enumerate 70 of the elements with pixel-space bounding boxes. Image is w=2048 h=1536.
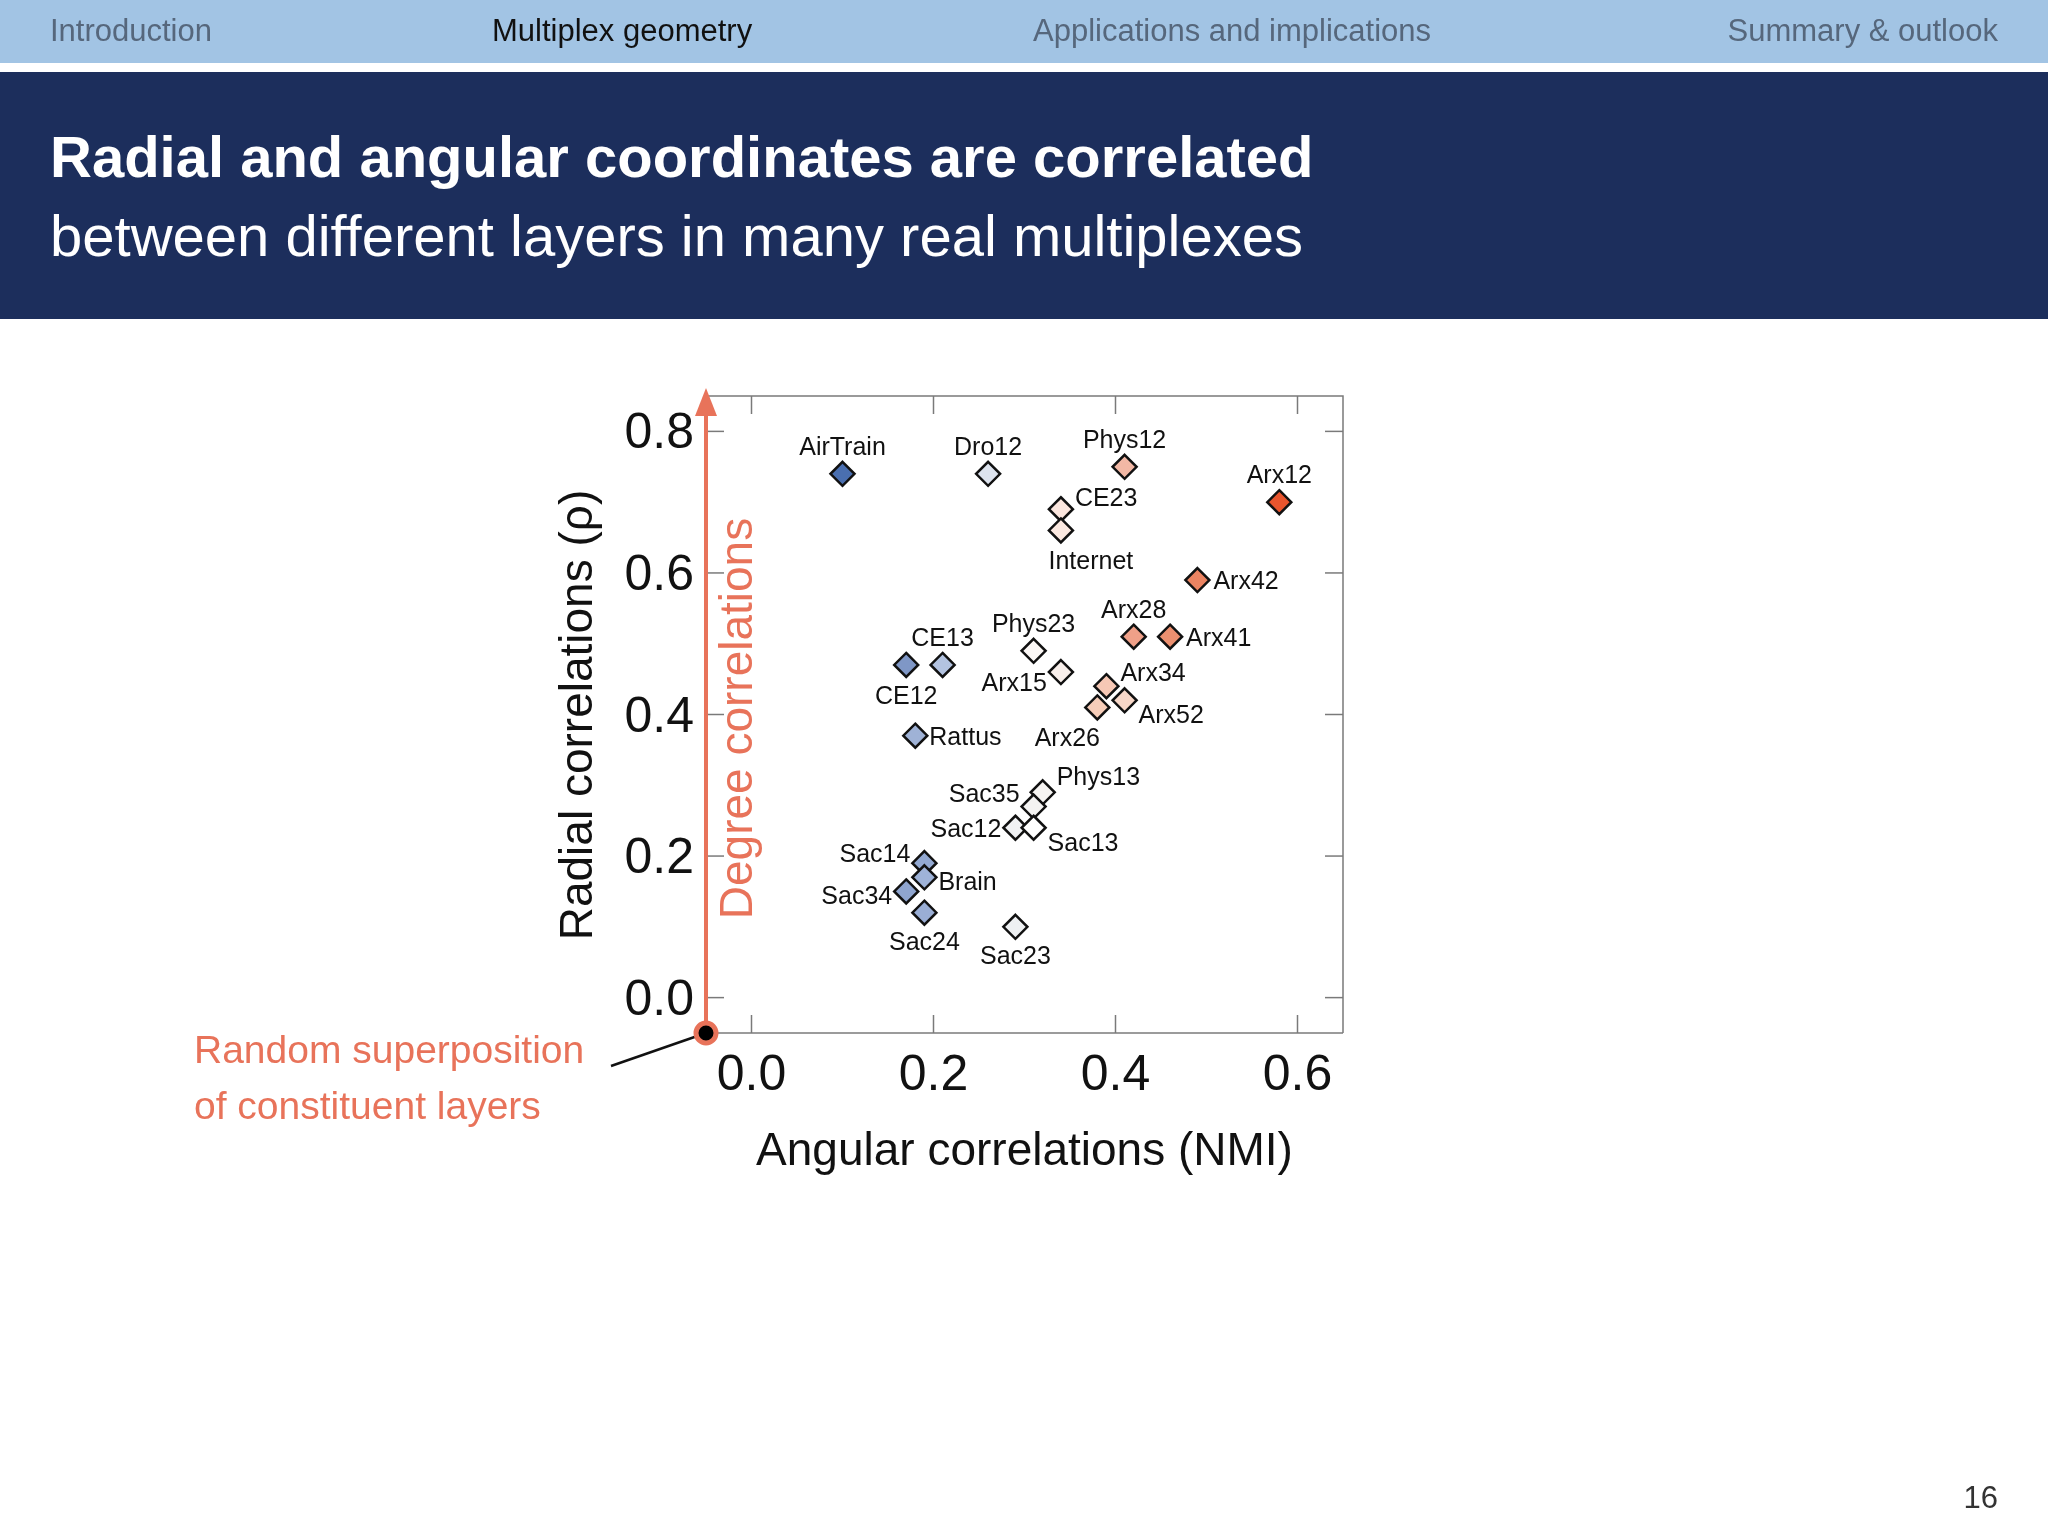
series-label: Sac13 xyxy=(1047,827,1119,856)
x-axis-title: Angular correlations (NMI) xyxy=(755,1122,1294,1177)
point xyxy=(1020,793,1047,820)
annotation: Random superposition of constituent layers xyxy=(194,1027,586,1129)
series-label: Sac35 xyxy=(948,778,1020,807)
point xyxy=(1093,672,1120,700)
point xyxy=(1120,623,1147,650)
x-tick-label: 0.2 xyxy=(898,1045,969,1101)
series-label: CE23 xyxy=(1074,483,1138,512)
point xyxy=(829,460,856,488)
y-tick-label: 0.0 xyxy=(624,969,694,1026)
series-label: Sac14 xyxy=(839,839,911,868)
series-label: Phys23 xyxy=(991,608,1076,637)
series-label: Internet xyxy=(1048,546,1134,575)
point xyxy=(1111,687,1138,714)
series-label: CE13 xyxy=(911,622,974,651)
point xyxy=(1111,453,1138,481)
series-label: Sac23 xyxy=(979,940,1051,969)
point xyxy=(1029,779,1056,806)
point xyxy=(929,651,956,679)
series-label: CE12 xyxy=(874,680,938,709)
text: 16 xyxy=(1963,1479,1998,1517)
point xyxy=(1047,495,1075,523)
annotation: Degree correlations xyxy=(710,517,762,920)
y-tick-label: 0.6 xyxy=(624,544,694,601)
series-label: Arx41 xyxy=(1186,622,1252,651)
point xyxy=(1047,517,1075,544)
series-label: Sac34 xyxy=(821,881,893,910)
series-label: AirTrain xyxy=(799,431,886,460)
x-tick-label: 0.0 xyxy=(716,1045,787,1101)
series-label: Arx34 xyxy=(1120,658,1186,687)
series-label: Phys13 xyxy=(1056,762,1141,791)
y-tick-label: 0.2 xyxy=(624,828,694,885)
chart-subtitle: between different layers in many real multiplexes xyxy=(50,202,1304,270)
x-tick-label: 0.6 xyxy=(1262,1045,1333,1101)
point xyxy=(1156,623,1184,650)
series-label: Arx42 xyxy=(1213,566,1279,595)
x-tick-label: 0.4 xyxy=(1080,1045,1151,1101)
point xyxy=(1020,814,1047,841)
text: Applications and implications xyxy=(1033,12,1432,50)
series-label: Arx15 xyxy=(981,668,1047,697)
point xyxy=(911,864,938,891)
series-label: Sac24 xyxy=(888,926,960,955)
point xyxy=(902,722,929,749)
point xyxy=(911,899,938,926)
series-label: Arx52 xyxy=(1138,700,1204,729)
point xyxy=(1184,566,1211,594)
point xyxy=(892,878,920,905)
y-tick-label: 0.8 xyxy=(624,403,694,460)
series-label: Dro12 xyxy=(954,431,1023,460)
y-axis-title: Radial correlations (ρ) xyxy=(550,489,602,940)
point xyxy=(1020,637,1047,665)
y-tick-label: 0.4 xyxy=(624,686,694,743)
point xyxy=(1002,913,1029,941)
series-label: Brain xyxy=(938,867,997,896)
series-label: Phys12 xyxy=(1082,424,1167,453)
point xyxy=(892,651,920,679)
chart-title: Radial and angular coordinates are correlated xyxy=(50,123,1314,191)
point xyxy=(1047,658,1075,686)
point xyxy=(1266,488,1293,516)
text: Introduction xyxy=(50,12,212,50)
series-label: Arx12 xyxy=(1246,460,1312,489)
series-label: Sac12 xyxy=(930,813,1002,842)
point xyxy=(1084,694,1111,721)
series-label: Arx26 xyxy=(1034,723,1100,752)
point xyxy=(974,460,1002,488)
series-label: Rattus xyxy=(929,721,1002,750)
text: Summary & outlook xyxy=(1727,12,1998,50)
series-label: Arx28 xyxy=(1101,594,1167,623)
text: Multiplex geometry xyxy=(492,12,753,50)
